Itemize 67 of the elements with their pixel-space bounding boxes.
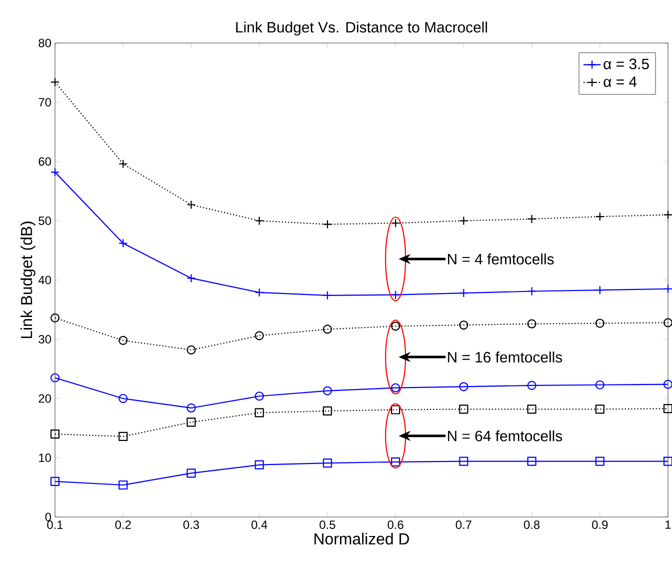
annotation: N = 16 femtocells xyxy=(448,352,562,363)
point xyxy=(118,336,128,345)
x-tick-label: 0.7 xyxy=(456,520,472,529)
point xyxy=(391,322,400,331)
point xyxy=(50,430,60,439)
point xyxy=(595,404,604,414)
point xyxy=(663,380,672,389)
point xyxy=(322,324,332,334)
point xyxy=(186,403,196,413)
point xyxy=(50,373,60,382)
chart-title: Link Budget Vs. Distance to Macrocell xyxy=(236,22,487,36)
x-tick-label: 0.6 xyxy=(388,520,404,529)
x-tick-label: 0.2 xyxy=(115,520,131,529)
point xyxy=(186,418,196,427)
point xyxy=(391,383,400,392)
y-tick-label: 20 xyxy=(38,394,52,403)
point xyxy=(595,456,604,466)
y-tick-label: 60 xyxy=(38,157,52,166)
point xyxy=(254,460,264,470)
x-tick-label: 0.9 xyxy=(592,520,608,529)
point xyxy=(322,458,332,468)
x-axis-title: Normalized D xyxy=(314,532,409,545)
annotation: N = 64 femtocells xyxy=(448,430,562,442)
point xyxy=(186,468,196,478)
point xyxy=(391,405,400,414)
point xyxy=(663,404,672,414)
point xyxy=(118,432,128,441)
x-tick-label: 0.5 xyxy=(320,520,336,529)
point xyxy=(391,457,400,466)
point xyxy=(459,456,468,466)
point xyxy=(50,313,60,322)
y-tick-label: 0 xyxy=(45,512,52,522)
annotation: N = 4 femtocells xyxy=(448,253,554,264)
x-tick-label: 0.8 xyxy=(524,520,540,529)
x-tick-label: 0.3 xyxy=(183,520,200,529)
point xyxy=(322,386,332,396)
point xyxy=(663,456,672,466)
y-tick-label: 10 xyxy=(39,454,52,462)
point xyxy=(459,404,468,414)
point xyxy=(50,476,60,486)
point xyxy=(595,318,604,328)
point xyxy=(186,345,196,354)
point xyxy=(459,320,468,330)
point xyxy=(527,456,536,466)
y-tick-label: 50 xyxy=(38,216,52,225)
point xyxy=(254,392,264,401)
x-tick-label: 0.4 xyxy=(251,520,268,529)
point xyxy=(254,408,264,418)
legend-label: α = 3.5 xyxy=(604,58,649,70)
x-tick-label: 0.1 xyxy=(47,520,63,529)
point xyxy=(527,404,536,414)
point xyxy=(595,380,604,390)
y-tick-label: 40 xyxy=(38,276,52,284)
x-tick-label: 1 xyxy=(666,520,671,529)
point xyxy=(322,406,332,416)
point xyxy=(118,394,128,404)
y-tick-label: 70 xyxy=(38,98,52,106)
legend-label: α = 4 xyxy=(604,76,637,88)
point xyxy=(527,380,536,390)
point xyxy=(118,480,128,490)
point xyxy=(527,319,536,328)
y-axis-title: Link Budget (dB) xyxy=(20,222,36,338)
y-tick-label: 80 xyxy=(38,38,52,48)
point xyxy=(254,331,264,340)
point xyxy=(663,318,672,328)
point xyxy=(459,382,468,392)
y-tick-label: 30 xyxy=(38,335,52,344)
